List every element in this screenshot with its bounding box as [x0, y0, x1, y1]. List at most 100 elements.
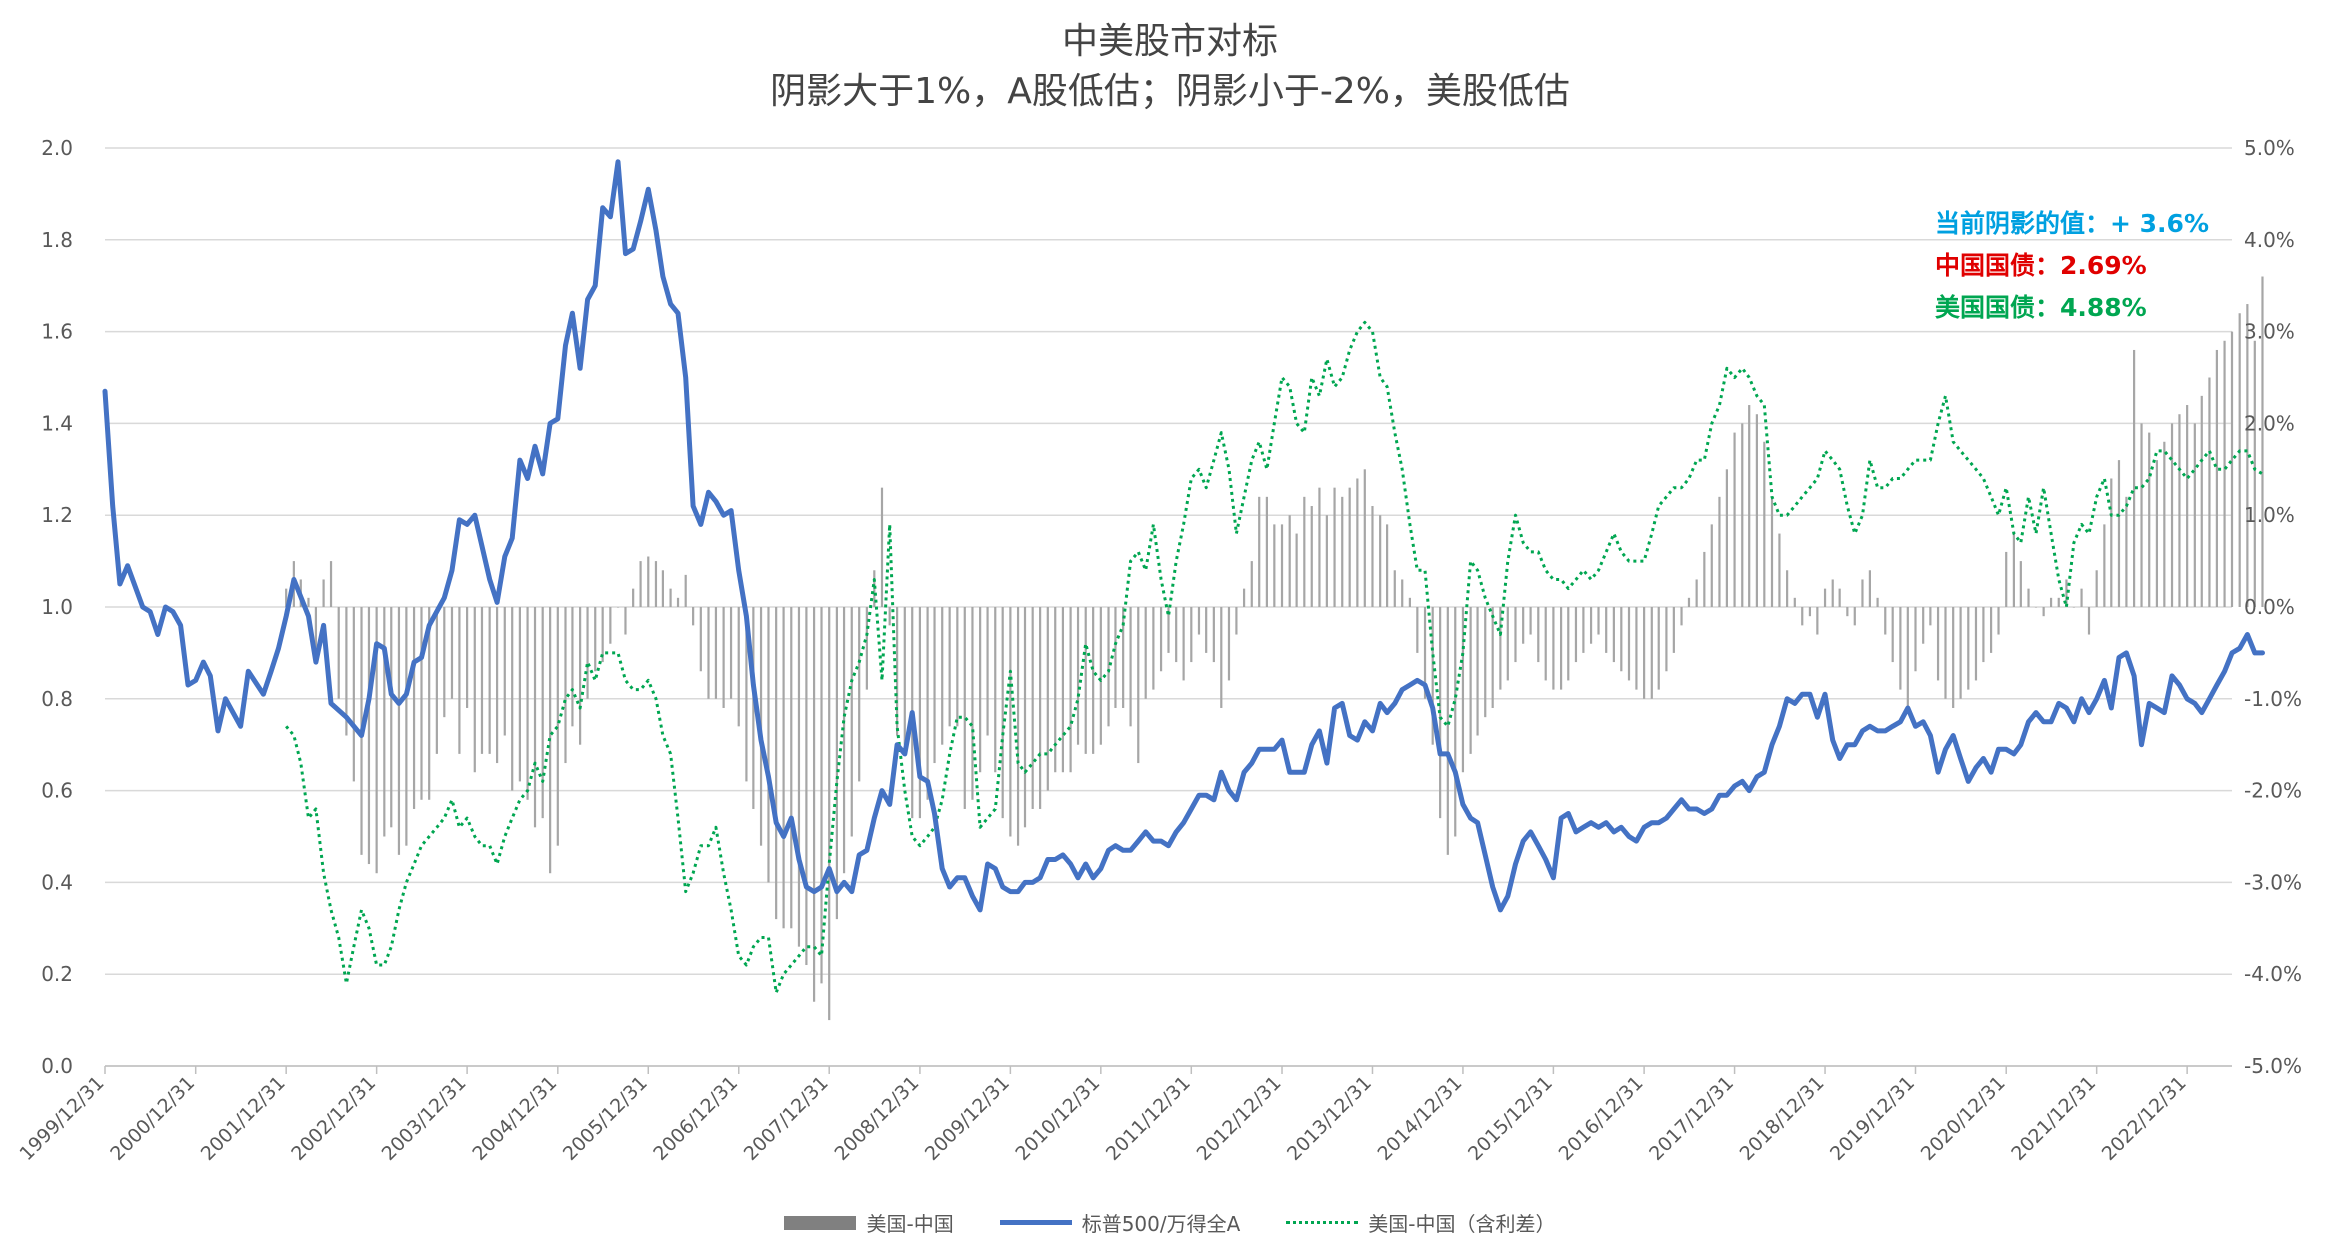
chart-subtitle: 阴影大于1%，A股低估；阴影小于-2%，美股低估 [770, 71, 1570, 112]
bar-mark [601, 607, 604, 663]
bar-mark [1001, 607, 1004, 819]
bar-mark [1944, 607, 1947, 699]
bar-mark [1823, 588, 1827, 607]
bar-mark [1876, 597, 1879, 607]
bar-mark [1069, 607, 1072, 773]
bar-mark [1793, 597, 1796, 607]
bar-mark [1182, 607, 1185, 681]
bar-mark [828, 607, 831, 1021]
bar-mark [1084, 607, 1087, 754]
bar-mark [1559, 607, 1563, 690]
bar-mark [782, 607, 785, 929]
bar-mark [2087, 607, 2091, 635]
bar-mark [1612, 607, 1615, 663]
bar-mark [1718, 496, 1721, 607]
bar-mark [1868, 570, 1871, 607]
bar-mark [1401, 579, 1404, 607]
x-tick-label: 2015/12/31 [1464, 1072, 1557, 1165]
bar-mark [383, 607, 386, 837]
bar-mark [518, 607, 521, 782]
bar-mark [1680, 607, 1683, 626]
bar-mark [1009, 607, 1012, 837]
bar-mark [2215, 349, 2218, 607]
bar-mark [1205, 607, 1208, 653]
bar-mark [2042, 607, 2045, 617]
bar-mark [2019, 561, 2022, 607]
bar-mark [1891, 607, 1894, 663]
bar-mark [586, 607, 589, 699]
bar-mark [526, 607, 529, 800]
bar-mark [2155, 460, 2159, 607]
bar-mark [2186, 405, 2189, 607]
y-left-tick-label: 1.2 [41, 503, 73, 527]
bar-mark [1363, 469, 1366, 607]
bar-mark [1385, 524, 1389, 607]
legend-item-bar[interactable]: 美国-中国 [784, 1208, 954, 1237]
bar-mark [1144, 607, 1147, 699]
bar-mark [1763, 441, 1766, 607]
bar-mark [1687, 597, 1691, 607]
bar-mark [1023, 607, 1027, 828]
bar-mark [1220, 607, 1223, 708]
bar-mark [624, 607, 627, 635]
bar-series-us-minus-cn [285, 276, 2264, 1021]
bar-mark [2103, 524, 2106, 607]
bar-mark [737, 607, 740, 727]
bar-mark [1974, 607, 1978, 681]
bar-mark [714, 607, 718, 699]
legend-item-dotted[interactable]: 美国-中国（含利差） [1286, 1208, 1556, 1237]
bar-mark [812, 607, 816, 1002]
x-tick-label: 2008/12/31 [830, 1072, 923, 1165]
bar-mark [1333, 487, 1336, 607]
bar-mark [1786, 570, 1789, 607]
bar-mark [480, 607, 484, 754]
bar-mark [1997, 607, 2000, 635]
bar-mark [1499, 607, 1502, 690]
y-left-tick-label: 0.0 [41, 1054, 73, 1078]
bar-mark [1190, 607, 1193, 663]
bar-mark [2170, 423, 2174, 607]
y-right-tick-label: 5.0% [2244, 136, 2295, 160]
y-right-tick-label: 0.0% [2244, 595, 2295, 619]
bar-mark [820, 607, 823, 984]
x-tick-label: 2016/12/31 [1555, 1072, 1648, 1165]
bar-mark [1650, 607, 1653, 699]
y-left-tick-label: 0.2 [41, 962, 73, 986]
bar-mark [918, 607, 922, 819]
bar-mark [1620, 607, 1623, 672]
bar-mark [2005, 551, 2008, 607]
bar-mark [1982, 607, 1985, 663]
bar-mark [443, 607, 446, 718]
bar-mark [1197, 607, 1201, 635]
bar-mark [1061, 607, 1065, 773]
bar-mark [2238, 313, 2241, 607]
y-right-tick-label: 3.0% [2244, 320, 2295, 344]
bar-mark [594, 607, 597, 672]
bar-mark [329, 561, 333, 607]
bar-mark [579, 607, 582, 745]
bar-mark [692, 607, 695, 626]
bar-mark [865, 607, 868, 690]
bar-mark [948, 607, 951, 727]
bar-mark [979, 607, 982, 773]
y-right-tick-label: 1.0% [2244, 503, 2295, 527]
bar-mark [1152, 607, 1155, 690]
line-series-path [102, 159, 2265, 913]
bar-mark [684, 574, 687, 607]
legend-label-line: 标普500/万得全A [1081, 1212, 1241, 1236]
bar-mark [1039, 607, 1042, 809]
bar-mark [1853, 607, 1856, 626]
bar-mark [1341, 496, 1344, 607]
bar-mark [1627, 607, 1631, 681]
bar-mark [1914, 607, 1917, 672]
bar-mark [1114, 607, 1117, 708]
bar-mark [1582, 607, 1585, 653]
bar-mark [647, 556, 650, 607]
bar-mark [1989, 607, 1993, 653]
bar-mark [2200, 395, 2203, 607]
bar-mark [435, 607, 438, 754]
bar-mark [1303, 496, 1306, 607]
bar-mark [1258, 496, 1261, 607]
legend-item-line[interactable]: 标普500/万得全A [999, 1208, 1241, 1237]
